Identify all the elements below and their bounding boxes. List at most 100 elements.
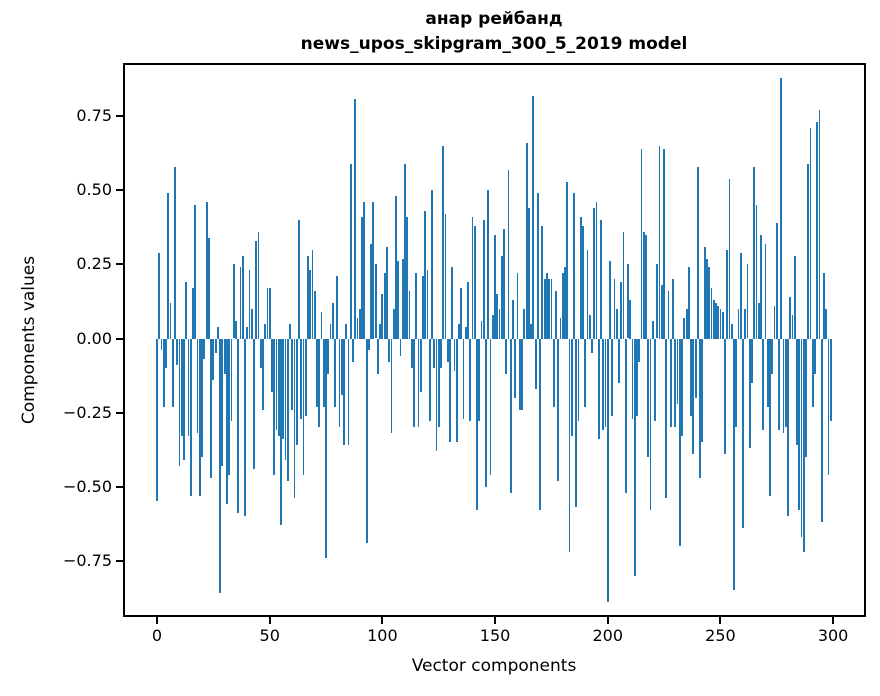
bar [552, 338, 555, 407]
bar [514, 338, 517, 398]
bar [507, 169, 510, 339]
bar [820, 338, 823, 523]
bar [237, 338, 240, 514]
bar [676, 338, 679, 404]
x-tick-label: 100 [367, 626, 398, 645]
bar [320, 311, 323, 339]
bar [649, 338, 652, 511]
bar [516, 273, 519, 339]
bar [654, 338, 656, 422]
bar [255, 240, 258, 339]
bar [379, 323, 382, 339]
bar [277, 338, 280, 437]
bar [428, 338, 431, 422]
bar [392, 308, 395, 339]
bar [692, 338, 695, 455]
bar [316, 338, 318, 407]
y-tick [116, 485, 123, 488]
bar [397, 261, 400, 339]
bar [600, 220, 602, 339]
bar [696, 166, 699, 339]
bar [703, 246, 706, 339]
bar [640, 148, 643, 339]
bar [289, 323, 291, 339]
bar [302, 338, 305, 475]
chart-title-line2: news_upos_skipgram_300_5_2019 model [300, 34, 688, 54]
bar [633, 338, 636, 576]
bar [286, 338, 289, 481]
bar [555, 291, 557, 339]
bar [496, 294, 499, 339]
bar [764, 243, 767, 339]
bar [582, 225, 584, 339]
bar [825, 308, 828, 339]
bar [674, 338, 677, 428]
bar [158, 252, 161, 339]
bar [433, 338, 436, 369]
bar [376, 338, 379, 375]
bar [636, 338, 638, 416]
bar [518, 338, 521, 410]
x-tick [494, 617, 497, 624]
bar [503, 228, 505, 339]
x-tick-label: 300 [817, 626, 849, 645]
bar [345, 323, 348, 339]
bar [660, 285, 663, 339]
bar [534, 338, 537, 389]
bar [818, 110, 821, 339]
bar [494, 234, 496, 339]
bar [791, 314, 794, 339]
bar [424, 211, 427, 339]
bar [546, 273, 548, 339]
bar [469, 338, 472, 422]
bar [165, 338, 167, 369]
bar [406, 217, 409, 339]
bar [631, 338, 634, 419]
bar [536, 193, 539, 339]
bar [712, 300, 715, 339]
bar [687, 267, 690, 339]
bar [748, 338, 751, 449]
bar [823, 273, 825, 339]
bar [284, 338, 287, 460]
bar [334, 338, 336, 407]
bar [275, 338, 278, 431]
bar [678, 338, 681, 546]
bar [593, 208, 596, 339]
bar [422, 276, 424, 339]
bar [313, 291, 316, 339]
bar [728, 178, 731, 339]
bar [735, 338, 738, 428]
bar [766, 338, 769, 407]
bar [615, 308, 618, 339]
bar [762, 338, 765, 431]
y-tick-label: 0.75 [76, 106, 112, 126]
bar [250, 308, 253, 339]
bar [437, 338, 440, 428]
bar [257, 231, 260, 339]
bar [232, 264, 235, 339]
x-tick-label: 0 [151, 626, 163, 645]
bar [431, 190, 433, 339]
bar [174, 166, 176, 339]
bar [444, 214, 447, 339]
bar [523, 308, 526, 339]
bar [464, 326, 467, 339]
bar [539, 338, 542, 511]
bar [309, 270, 312, 339]
bar [293, 338, 296, 499]
x-tick [156, 617, 159, 624]
x-tick-label: 150 [479, 626, 511, 645]
bar [778, 338, 780, 431]
bar [760, 234, 762, 339]
bar [561, 273, 564, 339]
bar [390, 338, 393, 434]
x-tick-label: 200 [592, 626, 624, 645]
bar [160, 338, 163, 351]
bar [318, 338, 321, 428]
bar [742, 338, 744, 529]
bar [482, 220, 485, 339]
bar [259, 338, 262, 369]
bar [701, 338, 704, 443]
bar [478, 338, 481, 422]
